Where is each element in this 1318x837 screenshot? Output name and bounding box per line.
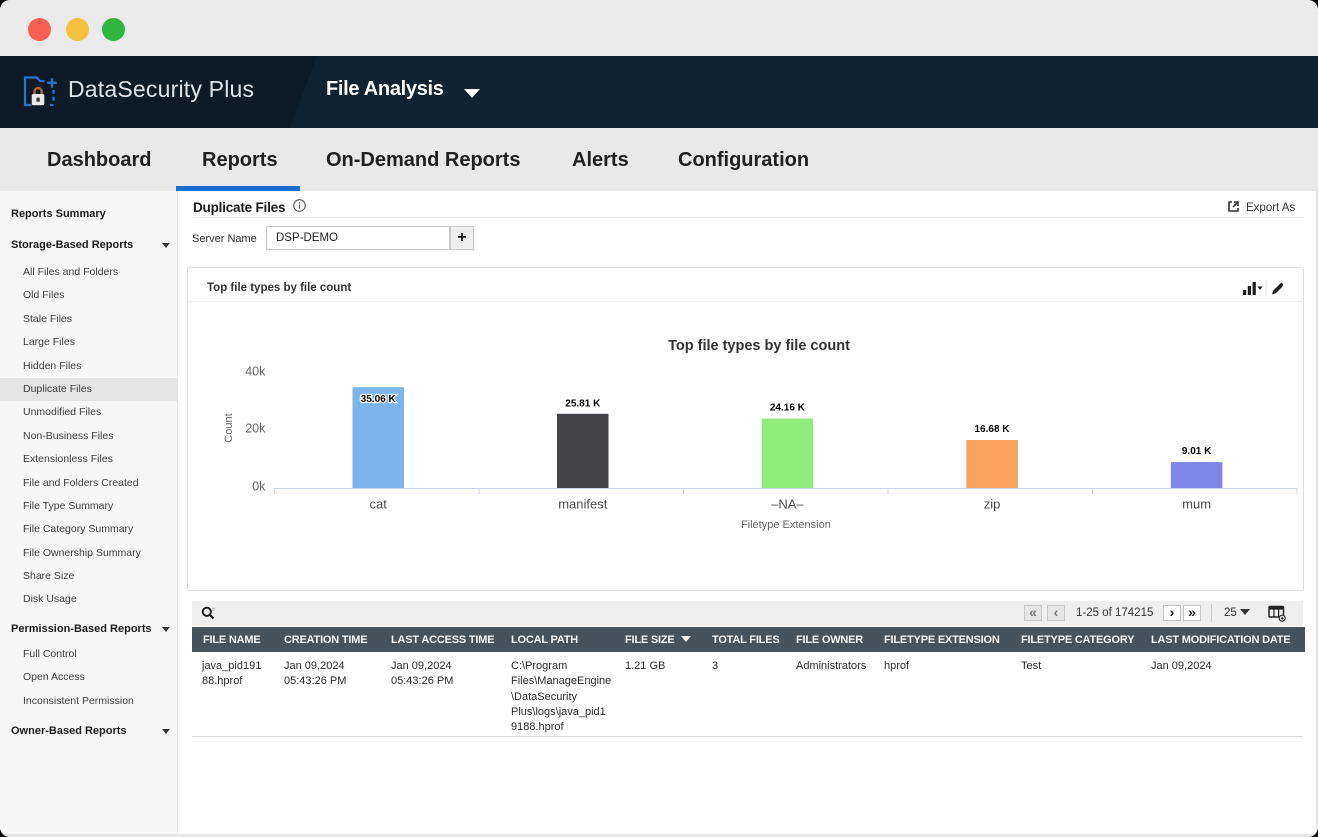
svg-text:16.68 K: 16.68 K xyxy=(974,424,1010,435)
svg-text:24.16 K: 24.16 K xyxy=(770,403,806,414)
svg-text:cat: cat xyxy=(370,497,388,512)
svg-text:Top file types by file count: Top file types by file count xyxy=(668,338,850,354)
svg-text:–NA–: –NA– xyxy=(771,497,804,512)
svg-text:9.01 K: 9.01 K xyxy=(1182,446,1212,457)
svg-text:Count: Count xyxy=(223,413,235,442)
svg-text:0k: 0k xyxy=(252,479,266,493)
svg-text:manifest: manifest xyxy=(558,497,608,512)
svg-text:mum: mum xyxy=(1182,497,1211,512)
svg-text:35.06 K: 35.06 K xyxy=(361,394,397,405)
svg-text:40k: 40k xyxy=(245,364,266,378)
svg-text:25.81 K: 25.81 K xyxy=(565,399,601,410)
svg-text:Filetype Extension: Filetype Extension xyxy=(741,519,831,531)
svg-text:20k: 20k xyxy=(245,421,266,435)
svg-text:zip: zip xyxy=(984,497,1001,512)
